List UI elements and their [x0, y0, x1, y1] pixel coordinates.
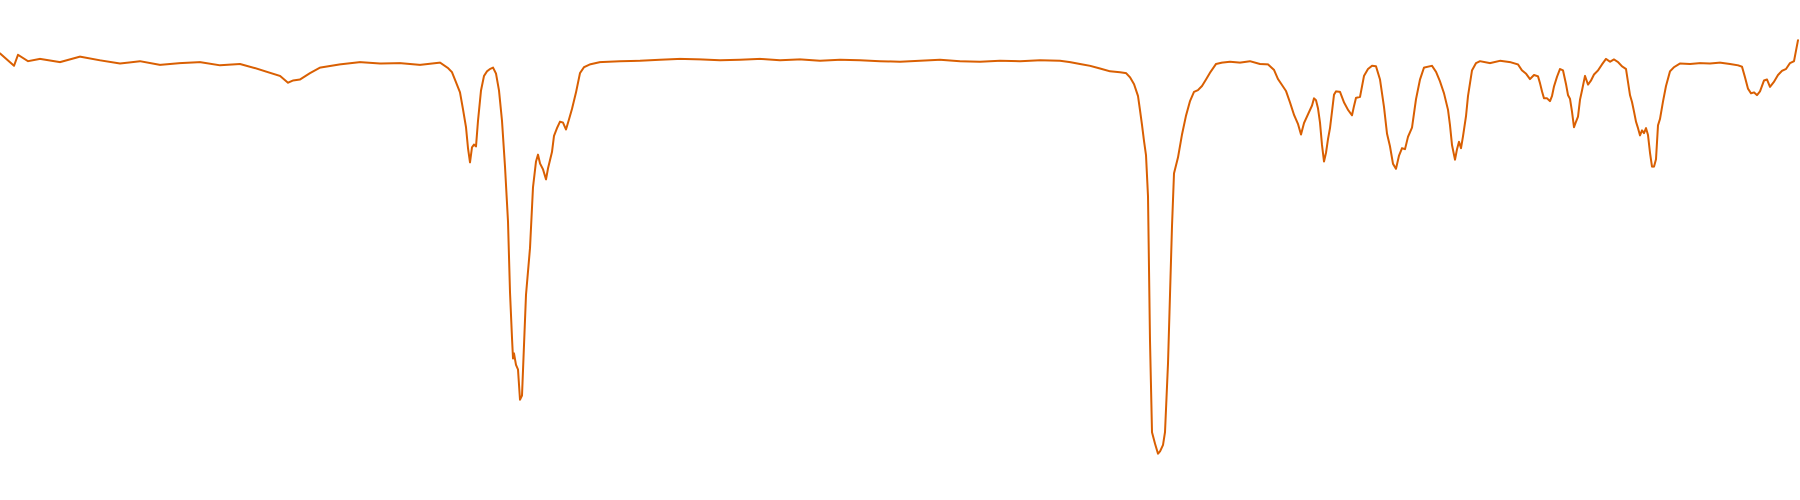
series-line-1 — [0, 39, 1799, 455]
plot-area — [0, 39, 1799, 455]
